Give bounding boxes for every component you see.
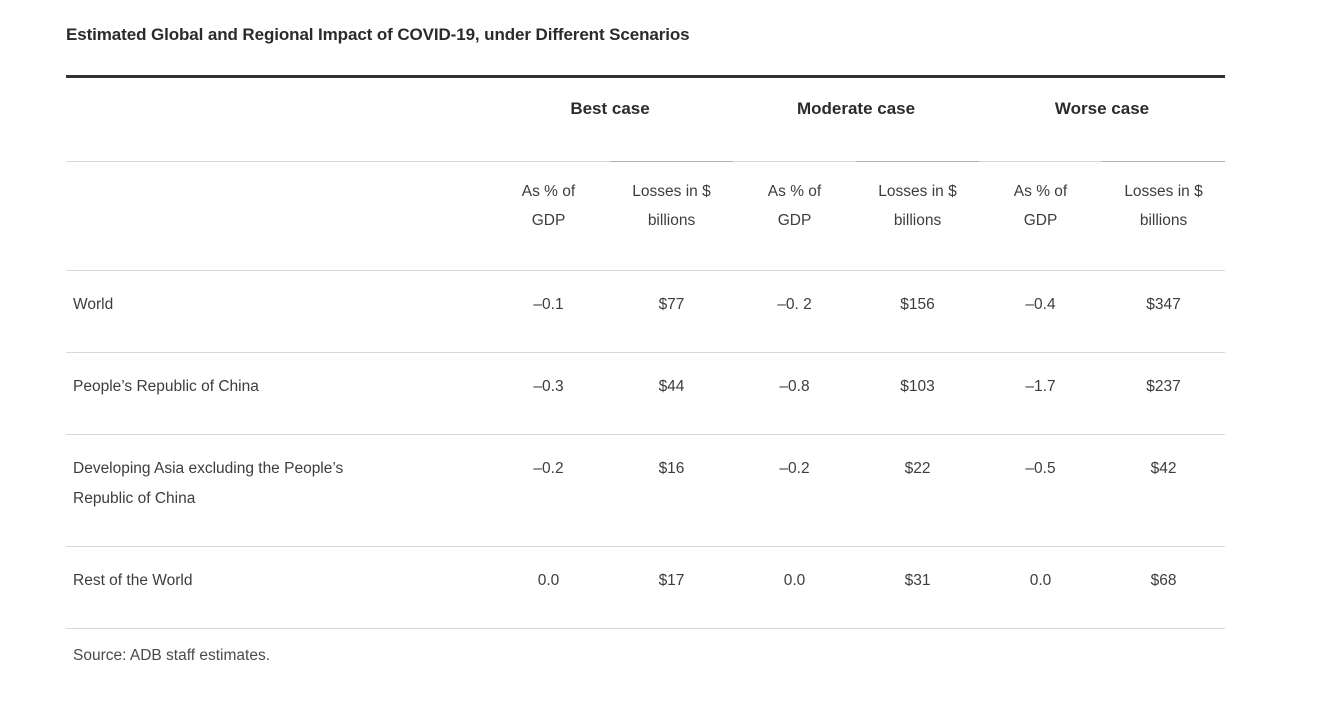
row-label: Rest of the World <box>66 546 487 629</box>
column-header-losses-moderate: Losses in $ billions <box>856 161 980 271</box>
corner-spacer <box>66 77 487 162</box>
impact-table: Best case Moderate case Worse case As % … <box>66 75 1226 629</box>
value-cell: $156 <box>856 270 980 353</box>
value-cell: 0.0 <box>487 546 610 629</box>
value-cell: $17 <box>610 546 734 629</box>
column-header-pct-gdp-worse: As % of GDP <box>979 161 1103 271</box>
value-cell: –0. 2 <box>733 270 857 353</box>
column-header-losses-best: Losses in $ billions <box>610 161 734 271</box>
table-row-rest-of-world: Rest of the World 0.0 $17 0.0 $31 0.0 $6… <box>66 546 1226 629</box>
row-label: World <box>66 270 487 353</box>
table-row-developing-asia-ex-prc: Developing Asia excluding the People’s R… <box>66 434 1226 547</box>
value-cell: 0.0 <box>733 546 857 629</box>
value-cell: –0.3 <box>487 352 610 435</box>
value-cell: –0.8 <box>733 352 857 435</box>
row-label: People’s Republic of China <box>66 352 487 435</box>
value-cell: –1.7 <box>979 352 1103 435</box>
page: Estimated Global and Regional Impact of … <box>66 25 1226 664</box>
value-cell: 0.0 <box>979 546 1103 629</box>
metric-header-row: As % of GDP Losses in $ billions As % of… <box>66 161 1226 271</box>
column-header-pct-gdp-best: As % of GDP <box>487 161 610 271</box>
value-cell: –0.1 <box>487 270 610 353</box>
source-note: Source: ADB staff estimates. <box>73 647 270 664</box>
table-row-prc: People’s Republic of China –0.3 $44 –0.8… <box>66 352 1226 435</box>
metric-header-spacer <box>66 161 487 271</box>
scenario-header-worse-case: Worse case <box>1054 99 1150 118</box>
value-cell: –0.2 <box>733 434 857 547</box>
value-cell: $237 <box>1102 352 1226 435</box>
value-cell: $347 <box>1102 270 1226 353</box>
value-cell: $77 <box>610 270 734 353</box>
row-label: Developing Asia excluding the People’s R… <box>66 434 487 547</box>
value-cell: –0.5 <box>979 434 1103 547</box>
value-cell: –0.4 <box>979 270 1103 353</box>
column-header-losses-worse: Losses in $ billions <box>1102 161 1226 271</box>
table-row-world: World –0.1 $77 –0. 2 $156 –0.4 $347 <box>66 270 1226 353</box>
scenario-header-best-case: Best case <box>570 99 650 118</box>
value-cell: $44 <box>610 352 734 435</box>
column-header-pct-gdp-moderate: As % of GDP <box>733 161 857 271</box>
scenario-header-row: Best case Moderate case Worse case <box>66 77 1225 162</box>
value-cell: –0.2 <box>487 434 610 547</box>
value-cell: $68 <box>1102 546 1226 629</box>
value-cell: $31 <box>856 546 980 629</box>
value-cell: $103 <box>856 352 980 435</box>
value-cell: $42 <box>1102 434 1226 547</box>
table-title: Estimated Global and Regional Impact of … <box>66 25 690 44</box>
value-cell: $16 <box>610 434 734 547</box>
value-cell: $22 <box>856 434 980 547</box>
scenario-header-moderate-case: Moderate case <box>796 99 916 118</box>
